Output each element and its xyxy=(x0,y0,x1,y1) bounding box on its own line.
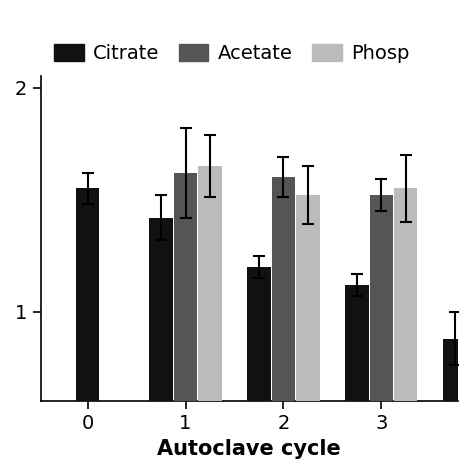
Bar xyxy=(370,195,393,474)
Legend: Citrate, Acetate, Phosp: Citrate, Acetate, Phosp xyxy=(55,44,410,64)
Bar xyxy=(272,177,295,474)
X-axis label: Autoclave cycle: Autoclave cycle xyxy=(157,439,341,459)
Bar xyxy=(247,267,271,474)
Bar xyxy=(174,173,197,474)
Bar xyxy=(76,189,99,474)
Bar xyxy=(345,285,368,474)
Bar xyxy=(296,195,319,474)
Bar xyxy=(198,166,222,474)
Bar xyxy=(443,338,466,474)
Bar xyxy=(149,218,173,474)
Bar xyxy=(394,189,418,474)
